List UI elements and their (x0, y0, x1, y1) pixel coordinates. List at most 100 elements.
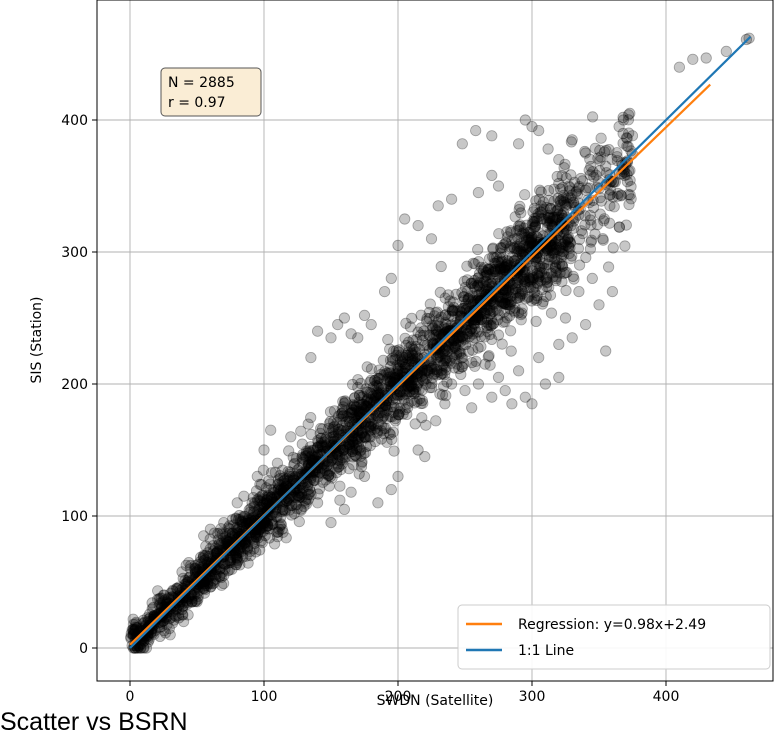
scatter-point (556, 260, 569, 272)
scatter-point (229, 551, 242, 563)
scatter-point (295, 503, 307, 515)
scatter-point (579, 318, 592, 331)
scatter-point (358, 398, 370, 411)
scatter-point (421, 372, 433, 384)
scatter-point (358, 309, 371, 321)
scatter-point (512, 138, 525, 150)
scatter-point (204, 550, 216, 562)
scatter-point (364, 421, 377, 433)
scatter-point (218, 569, 230, 582)
scatter-point (541, 216, 553, 229)
scatter-point (290, 499, 302, 511)
scatter-point (598, 215, 610, 227)
scatter-point (257, 499, 269, 511)
scatter-point (259, 516, 272, 529)
scatter-point (278, 483, 290, 495)
scatter-point (433, 320, 445, 332)
scatter-point (357, 390, 369, 403)
scatter-point (435, 367, 448, 379)
scatter-point (431, 306, 443, 318)
scatter-point (378, 285, 391, 298)
scatter-point (352, 381, 364, 393)
scatter-point (506, 289, 518, 302)
legend: Regression: y=0.98x+2.49 1:1 Line (457, 604, 771, 670)
scatter-point (373, 387, 385, 399)
scatter-point (382, 371, 394, 384)
scatter-point (499, 264, 511, 276)
scatter-point (240, 537, 252, 550)
scatter-point (411, 370, 423, 383)
scatter-point (436, 347, 448, 359)
scatter-point (131, 622, 143, 634)
scatter-point (416, 412, 428, 424)
scatter-point (336, 452, 348, 464)
scatter-point (500, 264, 512, 276)
scatter-point (482, 304, 494, 316)
scatter-point (511, 245, 523, 257)
scatter-point (543, 281, 555, 293)
scatter-point (523, 232, 535, 244)
scatter-point (261, 494, 273, 506)
scatter-point (542, 143, 554, 155)
scatter-point (622, 114, 635, 126)
scatter-point (431, 317, 443, 329)
y-tick-label: 0 (79, 641, 88, 657)
scatter-point (508, 242, 520, 254)
scatter-point (530, 292, 542, 304)
scatter-point (235, 546, 247, 558)
scatter-point (491, 255, 504, 267)
scatter-point (272, 526, 284, 538)
scatter-point (332, 458, 344, 470)
scatter-point (472, 342, 484, 354)
scatter-point (528, 221, 540, 233)
scatter-point (262, 519, 274, 532)
scatter-point (579, 147, 592, 159)
scatter-point (579, 210, 591, 222)
scatter-point (337, 441, 349, 453)
scatter-point (469, 258, 481, 270)
scatter-point (375, 420, 388, 432)
scatter-point (337, 395, 349, 408)
scatter-point (586, 111, 599, 123)
scatter-point (304, 446, 316, 458)
scatter-point (415, 309, 427, 321)
scatter-point (613, 221, 626, 233)
scatter-point (493, 309, 505, 321)
scatter-point (556, 213, 569, 225)
scatter-point (384, 375, 396, 387)
scatter-point (292, 489, 304, 502)
scatter-point (542, 185, 555, 197)
scatter-point (504, 241, 516, 253)
scatter-point (202, 547, 214, 559)
scatter-point (305, 462, 317, 474)
scatter-point (359, 431, 371, 444)
scatter-point (442, 301, 454, 313)
scatter-point (514, 290, 526, 302)
scatter-point (624, 165, 636, 177)
scatter-point (566, 134, 578, 146)
scatter-point (250, 485, 263, 497)
scatter-point (293, 491, 305, 503)
scatter-point (536, 204, 549, 216)
scatter-point (456, 330, 468, 342)
scatter-point (157, 589, 170, 601)
scatter-point (132, 642, 144, 654)
scatter-point (408, 388, 420, 400)
scatter-point (367, 381, 380, 393)
scatter-point (537, 196, 550, 208)
scatter-point (516, 307, 528, 319)
scatter-point (361, 361, 373, 373)
scatter-point (535, 267, 547, 279)
scatter-point (484, 305, 496, 317)
scatter-point (521, 241, 533, 253)
scatter-point (504, 291, 517, 303)
scatter-point (381, 436, 393, 448)
scatter-point (384, 428, 396, 441)
scatter-point (603, 189, 616, 201)
scatter-point (399, 332, 411, 344)
scatter-point (624, 189, 636, 201)
scatter-point (501, 290, 514, 302)
scatter-point (485, 319, 497, 331)
scatter-point (168, 614, 180, 626)
scatter-point (156, 620, 168, 633)
